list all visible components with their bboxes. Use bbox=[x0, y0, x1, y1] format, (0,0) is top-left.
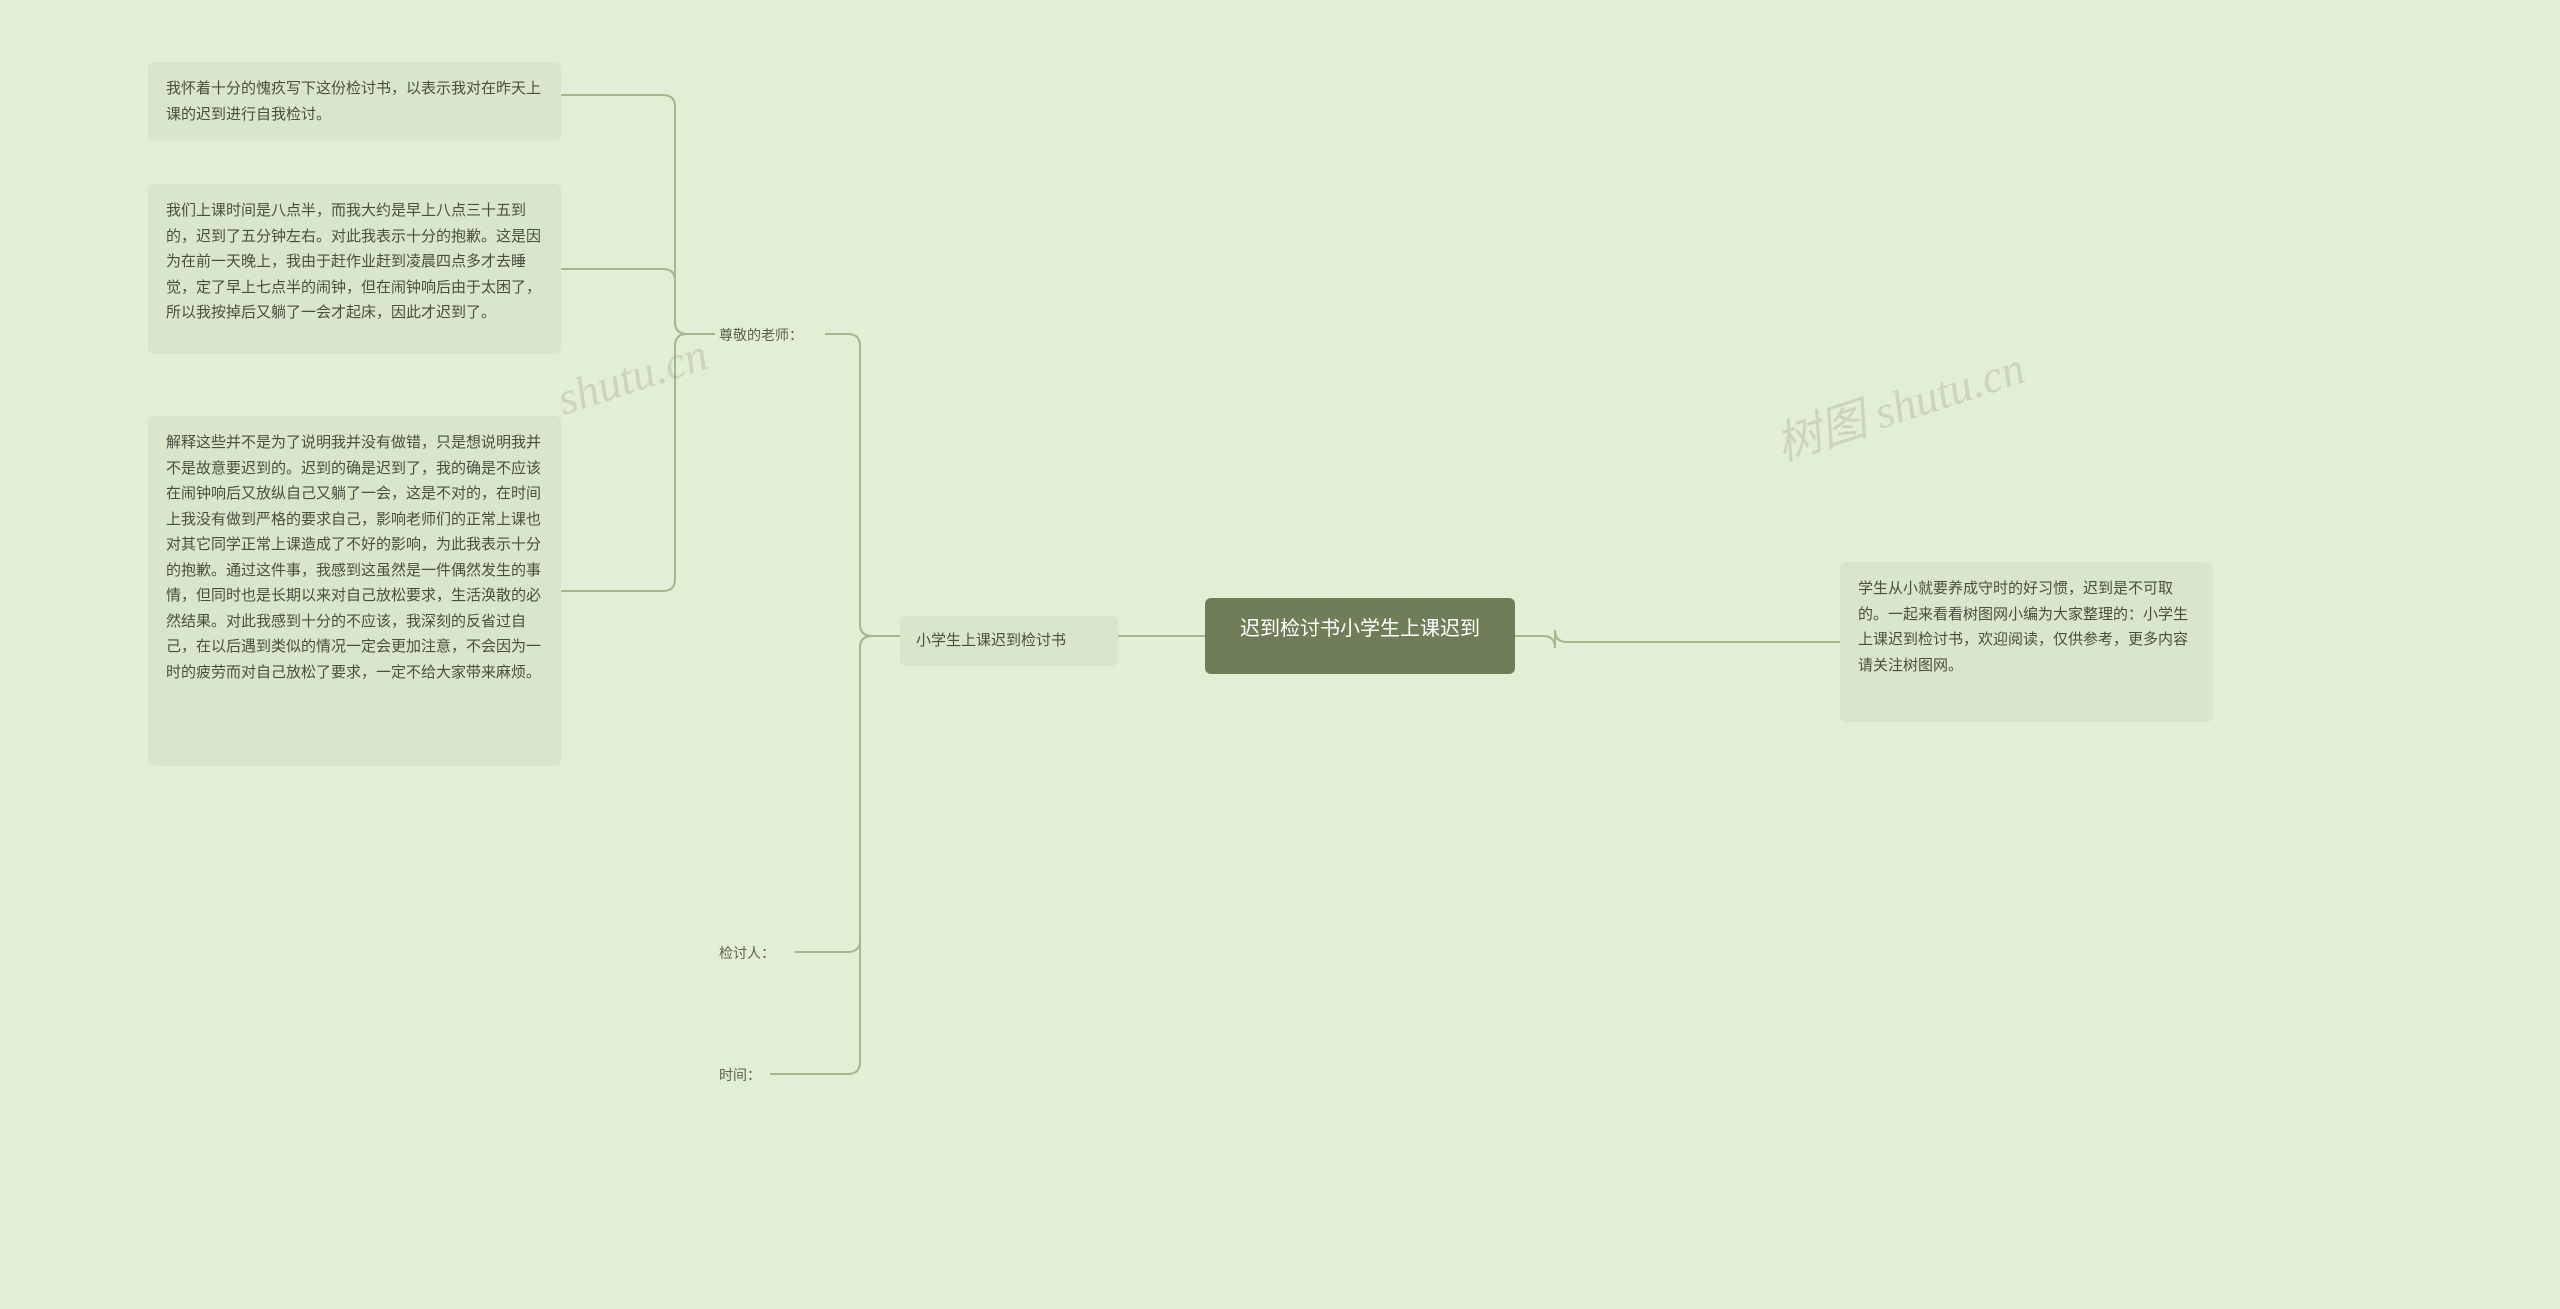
node-text: 小学生上课迟到检讨书 bbox=[916, 632, 1066, 649]
node-text: 我们上课时间是八点半，而我大约是早上八点三十五到的，迟到了五分钟左右。对此我表示… bbox=[166, 202, 541, 321]
node-text: 检讨人： bbox=[719, 945, 775, 961]
node-text: 时间： bbox=[719, 1067, 761, 1083]
node-text: 学生从小就要养成守时的好习惯，迟到是不可取的。一起来看看树图网小编为大家整理的：… bbox=[1858, 580, 2188, 674]
edge-left_sec-l2_time bbox=[770, 636, 900, 1074]
node-text: 尊敬的老师： bbox=[719, 327, 803, 343]
edge-l2_teacher-leaf_c bbox=[561, 334, 715, 591]
edge-root-right_intro bbox=[1515, 630, 1840, 648]
watermark: 树图 shutu.cn bbox=[1766, 332, 2032, 475]
node-left_sec: 小学生上课迟到检讨书 bbox=[900, 616, 1118, 666]
watermark: shutu.cn bbox=[551, 327, 714, 425]
node-l2_teacher: 尊敬的老师： bbox=[715, 322, 825, 350]
edge-left_sec-l2_reviewer bbox=[795, 636, 900, 952]
node-l2_time: 时间： bbox=[715, 1062, 770, 1090]
edge-l2_teacher-leaf_a bbox=[561, 95, 715, 334]
mindmap-canvas: shutu.cn 树图 shutu.cn 迟到检讨书小学生上课迟到 学生从小就要养成守… bbox=[0, 0, 2560, 1309]
edge-left_sec-l2_teacher bbox=[825, 334, 900, 636]
node-leaf_c: 解释这些并不是为了说明我并没有做错，只是想说明我并不是故意要迟到的。迟到的确是迟… bbox=[148, 416, 561, 766]
node-l2_reviewer: 检讨人： bbox=[715, 940, 795, 968]
node-text: 我怀着十分的愧疚写下这份检讨书，以表示我对在昨天上课的迟到进行自我检讨。 bbox=[166, 80, 541, 123]
node-right_intro: 学生从小就要养成守时的好习惯，迟到是不可取的。一起来看看树图网小编为大家整理的：… bbox=[1840, 562, 2213, 722]
node-text: 解释这些并不是为了说明我并没有做错，只是想说明我并不是故意要迟到的。迟到的确是迟… bbox=[166, 434, 541, 681]
node-leaf_b: 我们上课时间是八点半，而我大约是早上八点三十五到的，迟到了五分钟左右。对此我表示… bbox=[148, 184, 561, 354]
edge-l2_teacher-leaf_b bbox=[561, 269, 715, 334]
node-leaf_a: 我怀着十分的愧疚写下这份检讨书，以表示我对在昨天上课的迟到进行自我检讨。 bbox=[148, 62, 561, 141]
node-text: 迟到检讨书小学生上课迟到 bbox=[1240, 618, 1480, 640]
node-root: 迟到检讨书小学生上课迟到 bbox=[1205, 598, 1515, 674]
